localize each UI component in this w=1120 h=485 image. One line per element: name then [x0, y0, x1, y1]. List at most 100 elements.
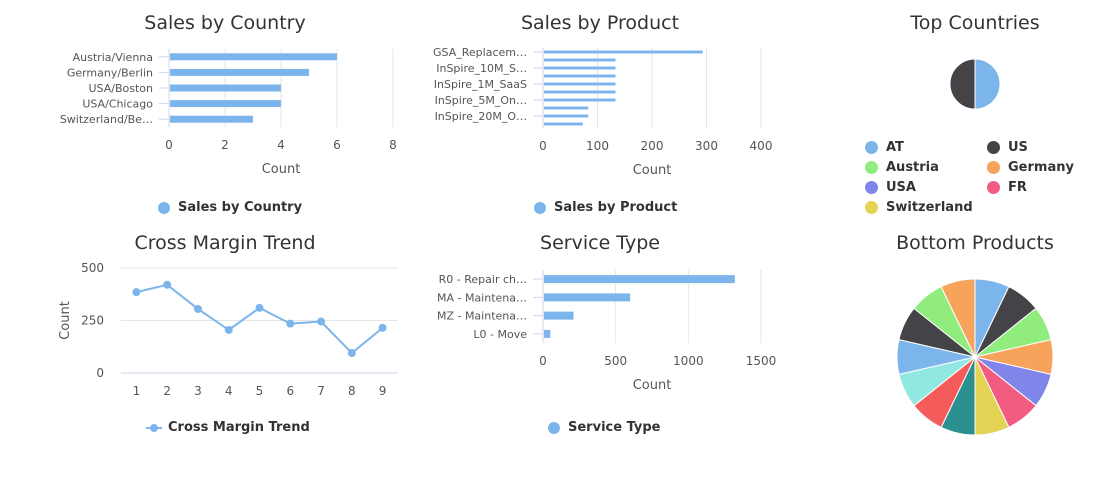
legend-item-us[interactable]: US [987, 140, 1028, 155]
pie-slice[interactable] [949, 58, 976, 110]
data-point[interactable] [132, 288, 141, 297]
chart-legend[interactable]: Cross Margin Trend [146, 420, 310, 435]
y-tick-label: InSpire_10M_S… [436, 62, 527, 75]
legend-symbol [987, 161, 1000, 174]
data-point[interactable] [378, 323, 387, 332]
legend-item-sales-by-country[interactable]: Sales by Country [158, 200, 302, 215]
legend-label: FR [1008, 180, 1027, 195]
x-tick-label: 200 [641, 139, 664, 153]
legend-item-austria[interactable]: Austria [865, 160, 939, 175]
legend-label: Switzerland [886, 200, 973, 215]
legend-symbol [865, 201, 878, 214]
bar[interactable] [170, 115, 253, 123]
y-tick-label: MA - Maintena… [437, 291, 527, 304]
y-tick-label: GSA_Replacem… [433, 46, 527, 59]
x-tick-label: 9 [379, 384, 387, 398]
chart-legend[interactable]: Service Type [548, 420, 661, 435]
bar[interactable] [544, 106, 589, 110]
chart-title: Sales by Product [520, 12, 680, 34]
series-line [136, 283, 384, 355]
x-axis-title: Count [633, 163, 672, 178]
data-point[interactable] [286, 319, 295, 328]
pie-slice[interactable] [974, 58, 1001, 110]
data-point[interactable] [255, 303, 264, 312]
x-tick-label: 2 [221, 138, 229, 152]
bar[interactable] [544, 275, 735, 284]
bottom-products-panel: Bottom Products [830, 230, 1120, 485]
chart-legend[interactable]: Sales by Country [158, 200, 302, 215]
legend-label: US [1008, 140, 1028, 155]
sales-by-product-panel: Sales by Product 0 100 200 300 400 GSA_Replac… [375, 0, 825, 230]
legend-symbol [865, 181, 878, 194]
legend-item-usa[interactable]: USA [865, 180, 916, 195]
bar[interactable] [544, 74, 616, 78]
legend-label: AT [886, 140, 904, 155]
bar[interactable] [544, 66, 616, 70]
x-tick-label: 1000 [673, 354, 704, 368]
y-tick-label: 250 [81, 314, 104, 328]
bar[interactable] [170, 68, 309, 76]
chart-legend[interactable]: AT US Austria Germany USA FR Switzerland [830, 0, 1120, 230]
bar[interactable] [544, 311, 574, 320]
chart-title: Service Type [540, 232, 660, 254]
legend-item-cross-margin-trend[interactable]: Cross Margin Trend [146, 420, 310, 435]
chart-legend[interactable]: Sales by Product [534, 200, 677, 215]
y-tick-label: Austria/Vienna [73, 51, 153, 64]
x-tick-label: 4 [277, 138, 285, 152]
bar[interactable] [544, 114, 589, 118]
top-countries-chart [949, 58, 1001, 110]
bar[interactable] [544, 90, 616, 94]
legend-label: Service Type [568, 420, 661, 435]
bar[interactable] [544, 122, 583, 126]
y-tick-label: L0 - Move [473, 328, 527, 341]
x-axis-title: Count [633, 378, 672, 393]
x-axis-title: Count [262, 162, 301, 177]
x-tick-label: 1 [133, 384, 141, 398]
cross-margin-trend-panel: Cross Margin Trend 0 250 500 1 2 3 4 5 6 7 8 9 Count… [0, 230, 450, 485]
legend-item-fr[interactable]: FR [987, 180, 1027, 195]
x-tick-label: 1500 [746, 354, 777, 368]
bar[interactable] [170, 53, 337, 61]
data-point[interactable] [347, 349, 356, 358]
x-tick-label: 2 [163, 384, 171, 398]
data-point[interactable] [193, 304, 202, 313]
service-type-panel: Service Type 0 500 1000 1500 R0 - Repair ch…… [375, 230, 825, 485]
chart-title: Cross Margin Trend [134, 232, 316, 254]
x-tick-label: 6 [333, 138, 341, 152]
x-tick-label: 8 [389, 138, 397, 152]
data-point[interactable] [224, 325, 233, 334]
x-tick-label: 500 [604, 354, 627, 368]
data-point[interactable] [317, 317, 326, 326]
y-tick-label: MZ - Maintena… [437, 310, 527, 323]
data-point[interactable] [163, 280, 172, 289]
y-tick-label: InSpire_5M_On… [435, 94, 527, 107]
bar[interactable] [170, 100, 281, 108]
chart-title: Bottom Products [896, 232, 1054, 254]
service-type-chart: 0 500 1000 1500 R0 - Repair ch… MA - Maintena… [437, 270, 777, 393]
pie-slice[interactable] [940, 278, 976, 358]
legend-item-service-type[interactable]: Service Type [548, 420, 661, 435]
legend-symbol [146, 422, 162, 434]
bar[interactable] [170, 84, 281, 92]
y-tick-label: Germany/Berlin [67, 66, 153, 79]
legend-symbol [865, 161, 878, 174]
bar[interactable] [544, 50, 703, 54]
x-tick-label: 100 [586, 139, 609, 153]
legend-item-germany[interactable]: Germany [987, 160, 1074, 175]
bar[interactable] [544, 82, 616, 86]
legend-item-at[interactable]: AT [865, 140, 904, 155]
y-tick-label: InSpire_1M_SaaS [434, 78, 527, 91]
bar[interactable] [544, 293, 631, 302]
y-axis-title: Count [58, 301, 73, 340]
sales-by-product-chart: 0 100 200 300 400 GSA_Replacem… InSpire_10M_S…… [433, 46, 772, 178]
sales-by-country-panel: Sales by Country 0 2 4 6 8 Austria/Vienna Germ… [0, 0, 450, 230]
chart-title: Sales by Country [144, 12, 306, 34]
legend-label: Cross Margin Trend [168, 420, 310, 435]
bar[interactable] [544, 98, 616, 102]
legend-item-switzerland[interactable]: Switzerland [865, 200, 973, 215]
bar[interactable] [544, 329, 551, 338]
legend-item-sales-by-product[interactable]: Sales by Product [534, 200, 677, 215]
bar[interactable] [544, 58, 616, 62]
cross-margin-trend-chart: 0 250 500 1 2 3 4 5 6 7 8 9 Count [58, 261, 398, 398]
